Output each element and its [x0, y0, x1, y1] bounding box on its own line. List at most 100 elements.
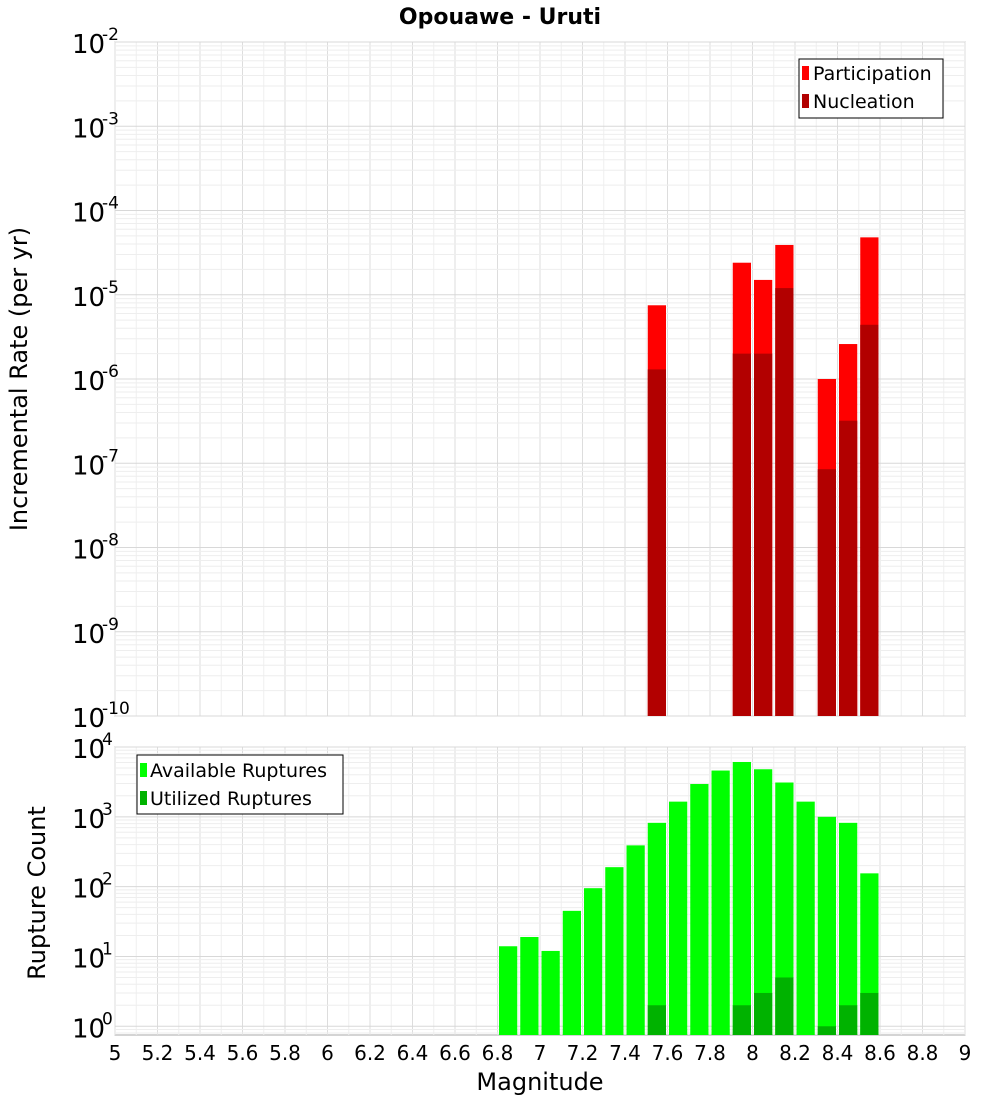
bar-available-ruptures	[796, 801, 815, 1035]
top-y-tick-label: 10	[72, 704, 105, 734]
top-grid	[114, 41, 966, 717]
x-tick-label: 8	[746, 1041, 759, 1065]
x-tick-label: 5	[109, 1041, 122, 1065]
chart-title: Opouawe - Uruti	[399, 5, 601, 30]
bar-available-ruptures	[711, 770, 730, 1035]
x-tick-label: 5.6	[227, 1041, 259, 1065]
bar-nucleation	[647, 369, 666, 716]
bottom-y-tick-exponent: 0	[102, 1009, 113, 1029]
bar-nucleation	[860, 324, 879, 716]
x-tick-label: 6	[321, 1041, 334, 1065]
bar-nucleation	[754, 353, 773, 716]
bar-utilized-ruptures	[732, 1005, 751, 1035]
top-y-tick-label: 10	[72, 536, 105, 566]
top-legend: Participation Nucleation	[798, 58, 944, 119]
bottom-y-tick-label: 10	[72, 1014, 105, 1044]
x-axis-ticks: 5 5.2 5.4 5.6 5.8 6 6.2 6.4 6.6 6.8 7 7.2 7.4 7.6 7.8 8…	[109, 1041, 972, 1065]
top-legend-box	[798, 58, 944, 119]
bottom-legend: Available Ruptures Utilized Ruptures	[136, 754, 344, 815]
top-y-ticks: 10-210-310-410-510-610-710-810-910-10	[72, 25, 130, 734]
legend-label-participation: Participation	[813, 63, 932, 85]
bottom-y-tick-label: 10	[72, 944, 105, 974]
x-tick-label: 5.2	[142, 1041, 174, 1065]
bottom-y-tick-exponent: 1	[102, 939, 113, 959]
bar-nucleation	[839, 420, 858, 716]
bar-available-ruptures	[562, 910, 581, 1035]
bar-utilized-ruptures	[839, 1005, 858, 1035]
bar-available-ruptures	[839, 822, 858, 1035]
top-y-tick-exponent: -8	[102, 531, 119, 551]
x-axis-label: Magnitude	[476, 1068, 603, 1096]
bar-utilized-ruptures	[647, 1005, 666, 1035]
top-y-tick-label: 10	[72, 620, 105, 650]
top-y-tick-label: 10	[72, 199, 105, 229]
bar-utilized-ruptures	[754, 992, 773, 1035]
top-y-tick-label: 10	[72, 114, 105, 144]
bottom-y-tick-label: 10	[72, 735, 105, 765]
top-y-tick-exponent: -9	[102, 615, 119, 635]
x-tick-label: 6.8	[482, 1041, 514, 1065]
x-tick-label: 7.4	[609, 1041, 641, 1065]
bar-nucleation	[732, 353, 751, 716]
legend-label-utilized-ruptures: Utilized Ruptures	[150, 788, 312, 810]
top-y-tick-label: 10	[72, 30, 105, 60]
bar-available-ruptures	[647, 822, 666, 1035]
x-tick-label: 6.2	[354, 1041, 386, 1065]
top-y-tick-exponent: -5	[102, 278, 119, 298]
top-y-tick-exponent: -4	[102, 194, 119, 214]
x-tick-label: 6.4	[397, 1041, 429, 1065]
bar-available-ruptures	[520, 936, 539, 1035]
top-y-tick-exponent: -10	[102, 699, 130, 719]
x-tick-label: 5.8	[269, 1041, 301, 1065]
bar-nucleation	[817, 469, 836, 716]
bar-available-ruptures	[499, 946, 518, 1035]
bottom-y-axis-label: Rupture Count	[23, 806, 51, 980]
x-tick-label: 9	[959, 1041, 972, 1065]
bar-available-ruptures	[690, 784, 709, 1035]
bar-nucleation	[775, 288, 794, 716]
participation-nucleation-panel: 10-210-310-410-510-610-710-810-910-10 In…	[5, 25, 966, 734]
top-y-tick-exponent: -7	[102, 446, 119, 466]
top-y-tick-exponent: -6	[102, 362, 119, 382]
legend-swatch-utilized-ruptures	[140, 791, 147, 805]
top-y-tick-label: 10	[72, 367, 105, 397]
bar-available-ruptures	[584, 888, 603, 1035]
legend-label-nucleation: Nucleation	[813, 91, 915, 113]
x-tick-label: 7.6	[652, 1041, 684, 1065]
bar-available-ruptures	[626, 845, 645, 1035]
x-tick-label: 8.2	[779, 1041, 811, 1065]
bar-available-ruptures	[775, 782, 794, 1035]
legend-swatch-nucleation	[802, 94, 809, 108]
bar-available-ruptures	[732, 761, 751, 1035]
x-tick-label: 7.8	[694, 1041, 726, 1065]
bar-available-ruptures	[541, 950, 560, 1035]
bottom-y-tick-exponent: 2	[102, 870, 113, 890]
x-tick-label: 5.4	[184, 1041, 216, 1065]
bar-available-ruptures	[817, 816, 836, 1035]
bar-utilized-ruptures	[860, 992, 879, 1035]
bar-available-ruptures	[669, 801, 688, 1035]
top-y-axis-label: Incremental Rate (per yr)	[5, 227, 33, 531]
legend-swatch-participation	[802, 66, 809, 80]
x-tick-label: 8.8	[907, 1041, 939, 1065]
bottom-y-tick-label: 10	[72, 875, 105, 905]
legend-label-available-ruptures: Available Ruptures	[150, 760, 327, 782]
bar-available-ruptures	[754, 769, 773, 1035]
legend-swatch-available-ruptures	[140, 763, 147, 777]
bottom-y-tick-label: 10	[72, 805, 105, 835]
bar-utilized-ruptures	[817, 1026, 836, 1035]
x-tick-label: 7	[534, 1041, 547, 1065]
top-y-tick-exponent: -2	[102, 25, 119, 45]
top-y-tick-label: 10	[72, 451, 105, 481]
bar-available-ruptures	[605, 867, 624, 1035]
x-tick-label: 8.4	[822, 1041, 854, 1065]
bottom-y-tick-exponent: 3	[102, 800, 113, 820]
x-tick-label: 6.6	[439, 1041, 471, 1065]
x-tick-label: 7.2	[567, 1041, 599, 1065]
top-y-tick-exponent: -3	[102, 109, 119, 129]
top-bars	[647, 237, 879, 717]
x-tick-label: 8.6	[864, 1041, 896, 1065]
bottom-legend-box	[136, 754, 344, 815]
